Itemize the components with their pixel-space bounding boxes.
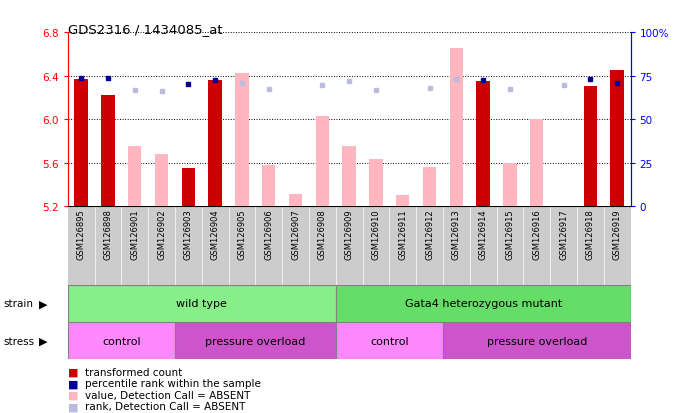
Text: GSM126914: GSM126914 <box>479 209 487 259</box>
Bar <box>530 120 544 206</box>
Text: GSM126912: GSM126912 <box>425 209 434 259</box>
Bar <box>75 80 88 206</box>
Text: GSM126918: GSM126918 <box>586 209 595 259</box>
Bar <box>450 49 463 206</box>
Text: GSM126901: GSM126901 <box>130 209 139 259</box>
Text: GSM126904: GSM126904 <box>211 209 220 259</box>
Text: ■: ■ <box>68 367 78 377</box>
Bar <box>262 165 275 206</box>
Bar <box>584 87 597 206</box>
Bar <box>477 82 490 206</box>
Text: GSM126911: GSM126911 <box>398 209 407 259</box>
Bar <box>336 322 443 359</box>
Bar <box>155 154 168 206</box>
Text: ▶: ▶ <box>39 336 48 346</box>
Text: GSM126898: GSM126898 <box>104 209 113 260</box>
Text: transformed count: transformed count <box>85 367 182 377</box>
Text: stress: stress <box>3 336 35 346</box>
Bar <box>316 116 329 206</box>
Text: GSM126915: GSM126915 <box>506 209 515 259</box>
Text: GSM126919: GSM126919 <box>613 209 622 259</box>
Text: pressure overload: pressure overload <box>487 336 587 346</box>
Text: GSM126909: GSM126909 <box>344 209 354 259</box>
Text: GSM126916: GSM126916 <box>532 209 541 259</box>
Bar <box>175 322 336 359</box>
Bar <box>68 285 336 322</box>
Text: rank, Detection Call = ABSENT: rank, Detection Call = ABSENT <box>85 401 245 411</box>
Text: GSM126917: GSM126917 <box>559 209 568 259</box>
Text: Gata4 heterozygous mutant: Gata4 heterozygous mutant <box>405 299 562 309</box>
Text: strain: strain <box>3 299 33 309</box>
Bar <box>610 71 624 206</box>
Bar <box>128 147 142 206</box>
Text: GSM126895: GSM126895 <box>77 209 85 259</box>
Text: ▶: ▶ <box>39 299 48 309</box>
Text: GSM126903: GSM126903 <box>184 209 193 259</box>
Bar <box>503 163 517 206</box>
Bar <box>68 322 175 359</box>
Text: GSM126905: GSM126905 <box>237 209 247 259</box>
Bar <box>101 96 115 206</box>
Text: GDS2316 / 1434085_at: GDS2316 / 1434085_at <box>68 23 222 36</box>
Text: ■: ■ <box>68 401 78 411</box>
Text: value, Detection Call = ABSENT: value, Detection Call = ABSENT <box>85 390 250 400</box>
Bar <box>182 169 195 206</box>
Text: GSM126906: GSM126906 <box>264 209 273 259</box>
Bar <box>423 168 436 206</box>
Bar <box>289 195 302 206</box>
Text: percentile rank within the sample: percentile rank within the sample <box>85 378 260 388</box>
Bar <box>235 74 249 206</box>
Text: ■: ■ <box>68 390 78 400</box>
Text: control: control <box>102 336 141 346</box>
Text: ■: ■ <box>68 378 78 388</box>
Text: GSM126910: GSM126910 <box>372 209 380 259</box>
Bar <box>336 285 631 322</box>
Bar <box>209 81 222 206</box>
Text: GSM126902: GSM126902 <box>157 209 166 259</box>
Text: GSM126907: GSM126907 <box>291 209 300 259</box>
Text: GSM126913: GSM126913 <box>452 209 461 259</box>
Text: pressure overload: pressure overload <box>205 336 306 346</box>
Text: control: control <box>370 336 409 346</box>
Bar <box>443 322 631 359</box>
Bar <box>370 160 382 206</box>
Bar <box>235 74 249 206</box>
Text: GSM126908: GSM126908 <box>318 209 327 259</box>
Bar <box>342 147 356 206</box>
Bar <box>396 196 410 206</box>
Text: wild type: wild type <box>176 299 227 309</box>
